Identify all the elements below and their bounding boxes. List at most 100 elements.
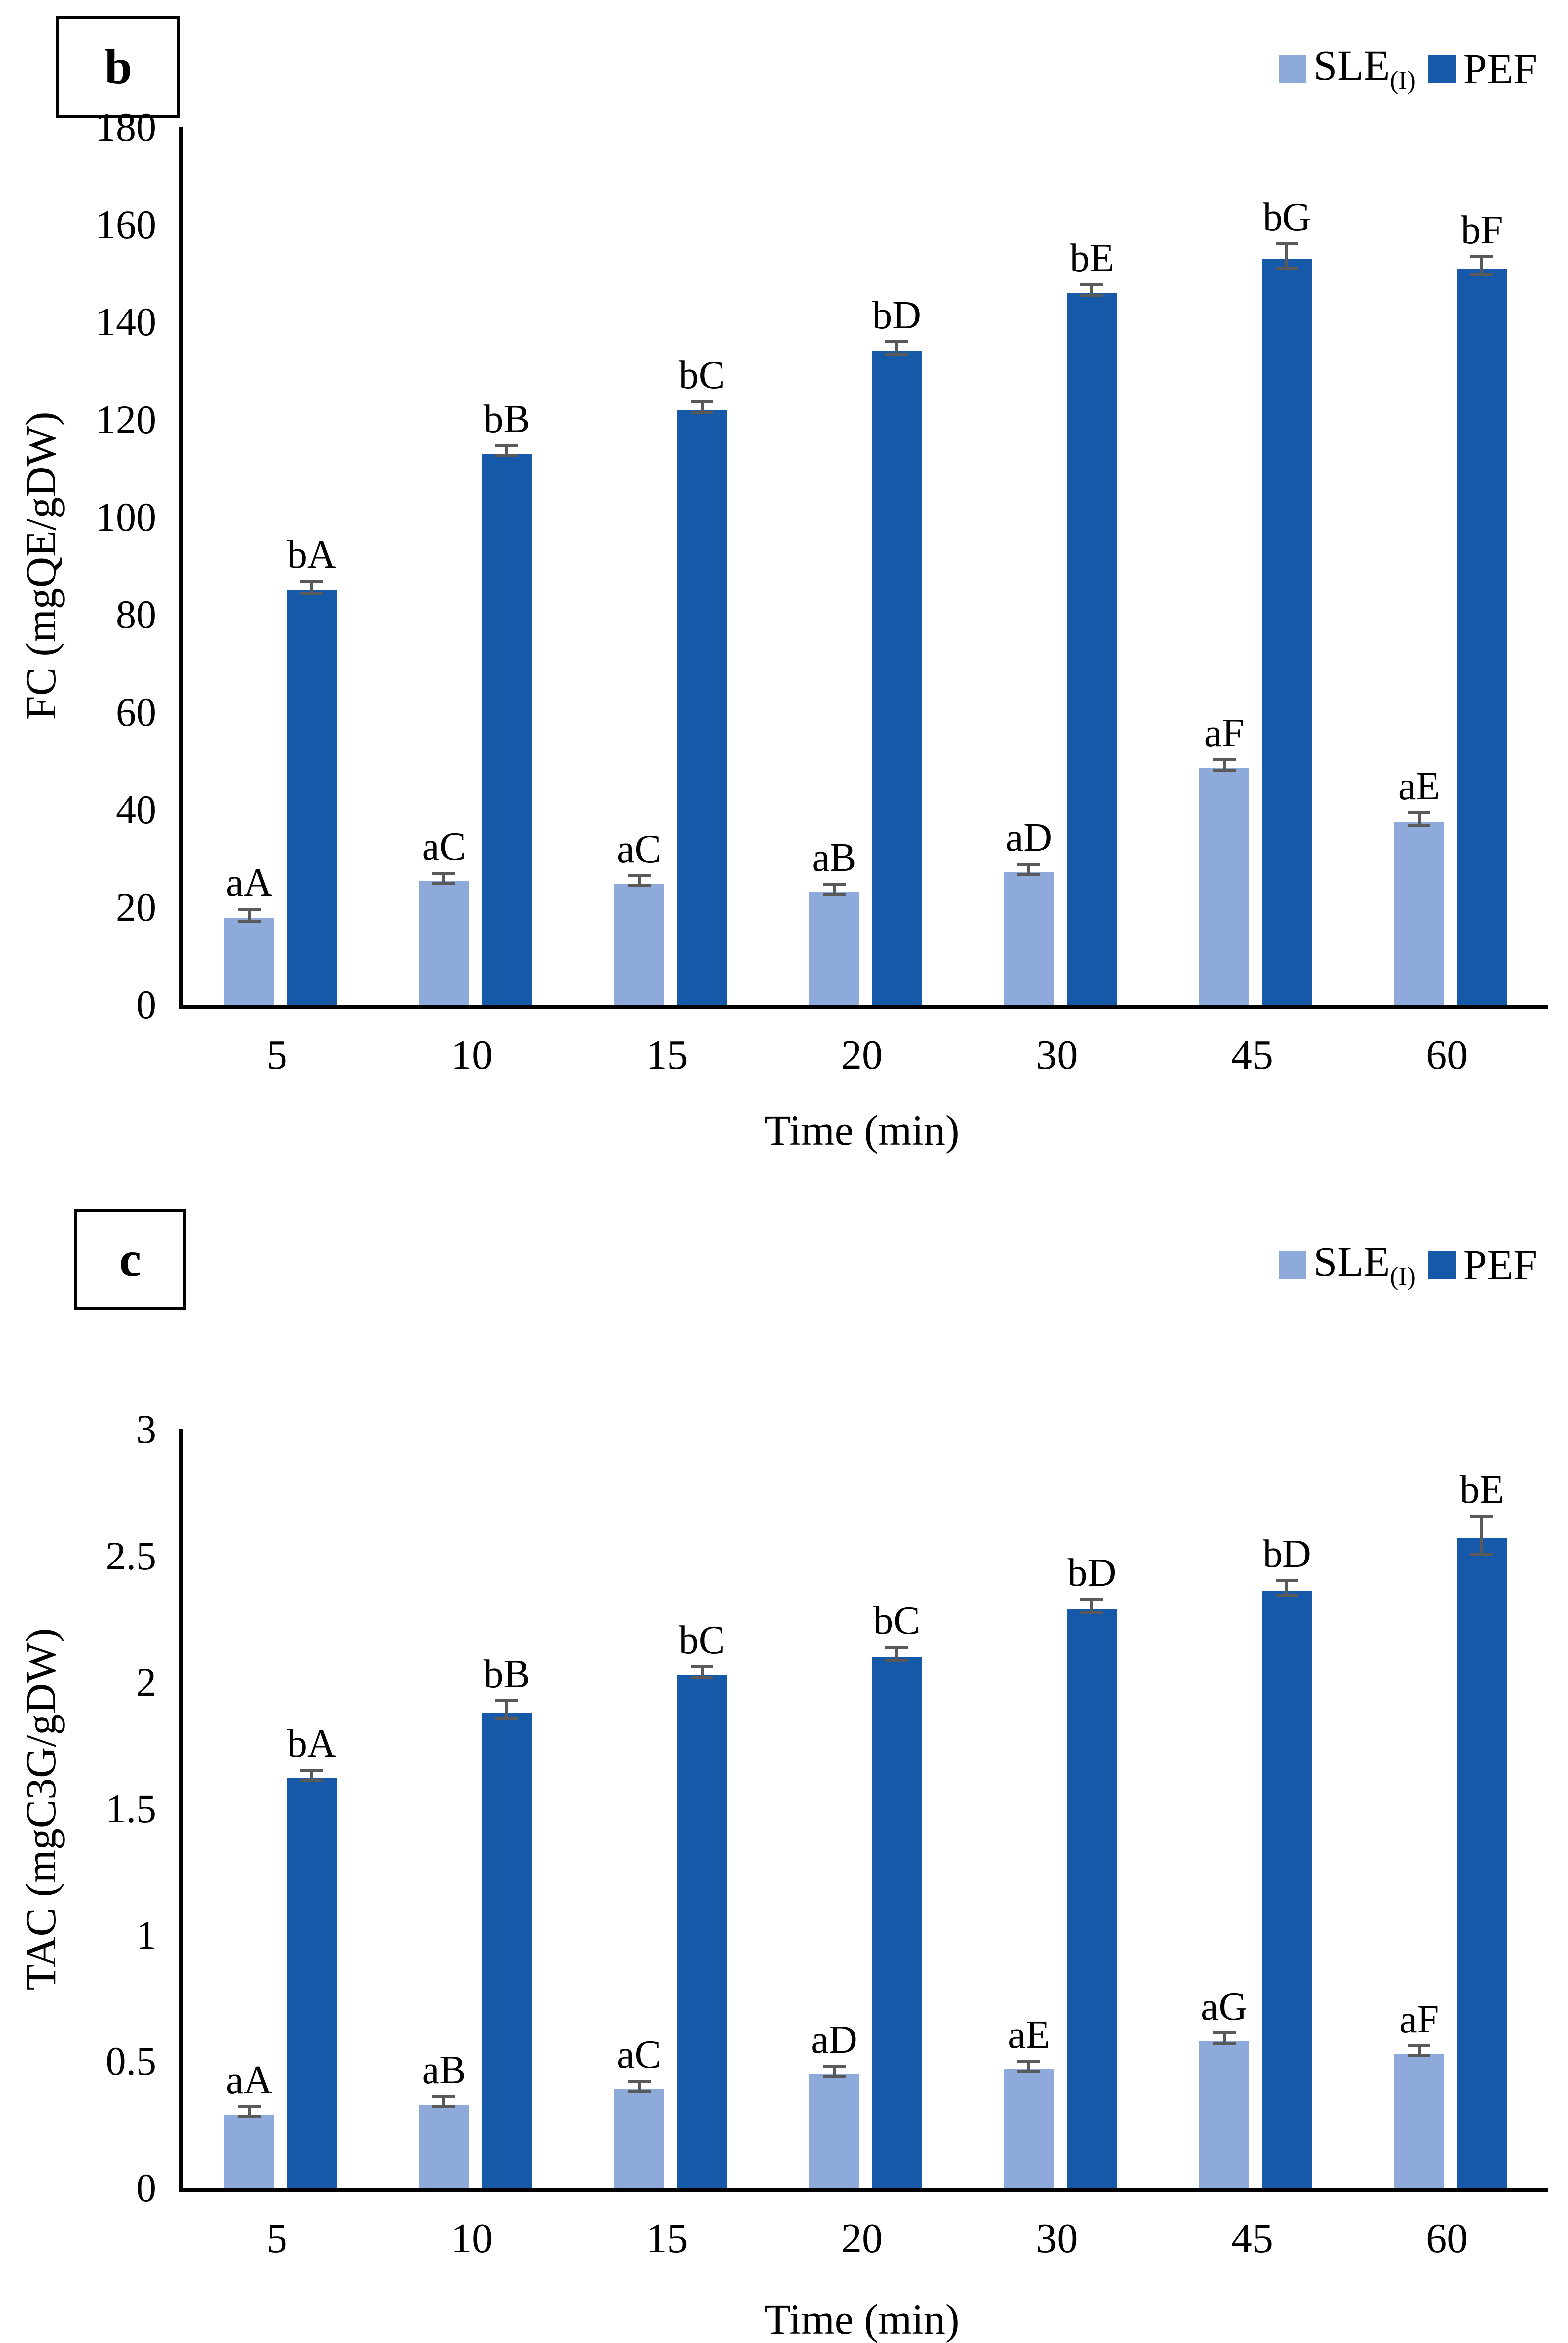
bar-slot-sle-15min: aC — [614, 1429, 664, 2188]
bar-slot-pef-15min: bC — [677, 127, 727, 1005]
significance-label-aA-5min: aA — [226, 861, 273, 905]
significance-label-bE-30min: bE — [1069, 236, 1114, 280]
x-tick-label-60: 60 — [1426, 1032, 1468, 1078]
error-bar-stem — [310, 1772, 313, 1779]
significance-label-aC-15min: aC — [617, 827, 661, 872]
legend-swatch-sle — [1279, 1250, 1307, 1279]
y-tick-label: 180 — [95, 104, 156, 150]
error-bar-stem — [1090, 1601, 1094, 1611]
bar-slot-sle-60min: aF — [1394, 1429, 1444, 2188]
error-bar-sle-5min — [237, 908, 261, 923]
error-bar-pef-45min — [1275, 242, 1298, 270]
x-axis-ticks-panel-c: 5 10 15 20 30 45 60 — [179, 2218, 1545, 2260]
y-tick-label: 2 — [136, 1659, 156, 1705]
error-bar-pef-60min — [1470, 1514, 1494, 1556]
legend-entry-pef: PEF — [1428, 1244, 1537, 1286]
bar-slot-pef-30min: bD — [1067, 1429, 1117, 2188]
significance-label-bC-15min: bC — [678, 353, 725, 397]
error-bar-stem — [1418, 814, 1421, 824]
bar-slot-sle-30min: aE — [1004, 1429, 1054, 2188]
bar-group-5min: aA bA — [183, 1429, 378, 2188]
bar-sle-15min — [614, 2089, 664, 2188]
x-tick-label-5: 5 — [266, 2215, 287, 2262]
bar-pef-5min — [286, 1778, 337, 2188]
error-bar-stem — [832, 886, 836, 893]
error-bar-sle-10min — [432, 871, 456, 885]
bar-group-15min: aC bC — [573, 127, 768, 1005]
significance-label-bB-10min: bB — [483, 397, 530, 442]
significance-label-bC-20min: bC — [873, 1599, 920, 1643]
significance-label-bF-60min: bF — [1460, 208, 1503, 253]
error-bar-stem — [1480, 1517, 1484, 1553]
y-tick-label: 120 — [95, 397, 156, 442]
legend-swatch-sle — [1279, 54, 1307, 83]
error-bar-stem — [1222, 2034, 1226, 2042]
error-bar-stem — [247, 2108, 251, 2115]
bar-slot-sle-10min: aB — [419, 1429, 469, 2188]
x-tick-label-45: 45 — [1231, 2215, 1273, 2262]
significance-label-aF-60min: aF — [1399, 1998, 1439, 2042]
y-axis-ticks-panel-c: 3 2.5 2 1.5 1 0.5 0 — [0, 1409, 165, 2208]
bar-pef-10min — [482, 454, 532, 1005]
significance-label-aD-20min: aD — [811, 2018, 857, 2062]
x-tick-label-5: 5 — [266, 1032, 287, 1078]
panel-b-letter: b — [104, 39, 132, 94]
significance-label-bA-5min: bA — [287, 1722, 336, 1766]
bar-slot-sle-10min: aC — [419, 127, 469, 1005]
bar-slot-pef-60min: bE — [1457, 1429, 1507, 2188]
error-bar-stem — [1090, 286, 1094, 294]
legend-label-sle: SLE(I) — [1313, 1238, 1416, 1291]
significance-label-aF-45min: aF — [1204, 711, 1244, 755]
bar-pef-45min — [1262, 259, 1312, 1005]
bar-pef-15min — [677, 1675, 727, 2188]
error-bar-sle-30min — [1017, 2059, 1041, 2073]
y-tick-label: 0 — [136, 2165, 156, 2210]
x-axis-title-panel-b: Time (min) — [764, 1106, 960, 1154]
panel-c-letter: c — [119, 1232, 142, 1287]
y-tick-label: 140 — [95, 299, 156, 345]
error-bar-sle-20min — [822, 883, 846, 896]
error-bar-sle-15min — [627, 874, 651, 888]
bar-slot-sle-5min: aA — [224, 1429, 274, 2188]
significance-label-bG-45min: bG — [1262, 195, 1311, 239]
legend-panel-b: SLE(I) PEF — [1279, 44, 1537, 94]
y-tick-label: 3 — [136, 1406, 156, 1452]
x-tick-label-30: 30 — [1036, 2215, 1078, 2262]
panel-c-letter-box: c — [74, 1209, 186, 1310]
significance-label-bE-60min: bE — [1459, 1467, 1504, 1512]
bar-slot-sle-5min: aA — [224, 127, 274, 1005]
bar-sle-15min — [614, 884, 664, 1005]
x-tick-label-20: 20 — [841, 2215, 883, 2262]
error-bar-pef-15min — [690, 1665, 713, 1679]
x-tick-label-10: 10 — [451, 1032, 493, 1078]
bar-pef-60min — [1457, 268, 1507, 1005]
error-bar-sle-30min — [1017, 862, 1041, 876]
bar-sle-30min — [1004, 872, 1054, 1005]
significance-label-bB-10min: bB — [483, 1652, 530, 1696]
error-bar-stem — [1418, 2047, 1421, 2055]
panel-b: b SLE(I) PEF FC (mgQE/gDW) 180 160 140 120 10… — [0, 0, 1568, 1166]
legend-panel-c: SLE(I) PEF — [1279, 1240, 1537, 1290]
bar-sle-10min — [419, 881, 469, 1005]
error-bar-sle-15min — [627, 2080, 651, 2093]
legend-entry-sle: SLE(I) — [1279, 44, 1416, 94]
bar-group-5min: aA bA — [183, 127, 378, 1005]
error-bar-stem — [442, 2098, 446, 2105]
bar-slot-sle-30min: aD — [1004, 127, 1054, 1005]
error-bar-sle-45min — [1212, 758, 1236, 772]
bar-slot-pef-10min: bB — [482, 127, 532, 1005]
error-bar-stem — [1027, 865, 1031, 873]
significance-label-aC-15min: aC — [617, 2033, 661, 2077]
error-bar-sle-5min — [237, 2105, 261, 2118]
bar-sle-60min — [1394, 2054, 1444, 2188]
error-bar-stem — [442, 874, 446, 882]
error-bar-pef-5min — [300, 579, 323, 596]
significance-label-bA-5min: bA — [287, 532, 336, 577]
bar-group-60min: aF bE — [1353, 1429, 1548, 2188]
x-tick-label-45: 45 — [1231, 1032, 1273, 1078]
error-bar-stem — [505, 1702, 509, 1718]
error-bar-stem — [637, 2083, 641, 2090]
legend-label-subscript: (I) — [1390, 1262, 1416, 1291]
error-bar-sle-45min — [1212, 2031, 1236, 2045]
error-bar-stem — [247, 911, 251, 920]
